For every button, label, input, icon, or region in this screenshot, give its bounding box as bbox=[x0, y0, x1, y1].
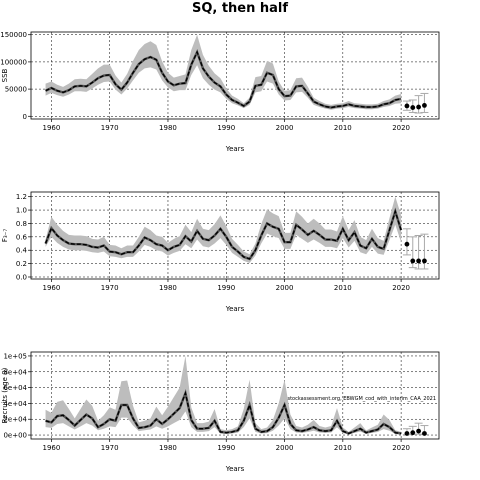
y-tick-label: 4e+04 bbox=[3, 400, 27, 408]
estimate-line bbox=[45, 50, 402, 109]
ci-band bbox=[45, 355, 402, 435]
y-tick-label: 1.2 bbox=[16, 193, 27, 201]
ci-band bbox=[45, 196, 402, 263]
projection-point bbox=[416, 258, 421, 264]
x-tick-label: 1970 bbox=[101, 124, 119, 132]
y-tick-label: 1e+05 bbox=[3, 352, 27, 360]
x-tick-label: 1970 bbox=[101, 444, 119, 452]
estimate-line bbox=[44, 209, 402, 260]
y-axis-label: F₃₋₇ bbox=[1, 229, 9, 243]
projection-point bbox=[404, 431, 410, 436]
projection-point bbox=[404, 241, 410, 247]
projection bbox=[402, 92, 429, 114]
x-tick-label: 2000 bbox=[276, 444, 294, 452]
x-tick-label: 2020 bbox=[392, 444, 410, 452]
x-tick-label: 1960 bbox=[42, 124, 60, 132]
figure-title: SQ, then half bbox=[192, 1, 288, 16]
plot-frame bbox=[30, 191, 440, 280]
y-tick-label: 0e+00 bbox=[3, 432, 27, 440]
x-tick-label: 1990 bbox=[217, 284, 235, 292]
x-tick-label: 2010 bbox=[334, 444, 352, 452]
projection bbox=[402, 228, 429, 270]
confidence-band bbox=[45, 355, 402, 435]
x-axis-label: Years bbox=[225, 305, 245, 313]
y-tick-label: 0.8 bbox=[16, 220, 27, 228]
panel-recruits: 1960 1970 1980 1990 2000 2010 2020 0e+00 2e+04 4e… bbox=[1, 351, 440, 473]
series bbox=[45, 48, 402, 109]
projection bbox=[402, 422, 429, 436]
grid bbox=[31, 32, 439, 119]
y-tick-label: 100000 bbox=[0, 58, 27, 66]
x-tick-label: 1960 bbox=[42, 284, 60, 292]
ci-band bbox=[45, 34, 402, 110]
x-tick-label: 2020 bbox=[392, 124, 410, 132]
y-tick-label: 8e+04 bbox=[3, 368, 27, 376]
y-tick-label: 6e+04 bbox=[3, 384, 27, 392]
projection-point bbox=[422, 103, 427, 108]
axis-ticks: 1960 1970 1980 1990 2000 2010 2020 0 50000 100000… bbox=[0, 31, 410, 132]
y-tick-label: 0.0 bbox=[16, 273, 27, 281]
y-tick-label: 0.4 bbox=[16, 247, 28, 255]
y-axis-label: Recruits (age 0) bbox=[1, 367, 9, 423]
x-tick-label: 2010 bbox=[334, 124, 352, 132]
projection-point bbox=[410, 105, 416, 110]
x-tick-label: 1970 bbox=[101, 284, 119, 292]
projection-point bbox=[422, 258, 427, 264]
projection-point bbox=[404, 103, 410, 109]
confidence-band bbox=[45, 34, 402, 110]
x-tick-label: 2000 bbox=[276, 284, 294, 292]
plot-frame bbox=[30, 351, 440, 440]
x-tick-label: 2000 bbox=[276, 124, 294, 132]
x-tick-label: 1980 bbox=[159, 444, 177, 452]
projection-point bbox=[410, 430, 416, 436]
axis-ticks: 1960 1970 1980 1990 2000 2010 2020 0.0 0.2 0.4 0.6… bbox=[16, 193, 410, 292]
panel-fishing-mortality: 1960 1970 1980 1990 2000 2010 2020 0.0 0.2 0.4 0.6… bbox=[1, 191, 440, 313]
x-tick-label: 1990 bbox=[217, 444, 235, 452]
x-tick-label: 1980 bbox=[159, 124, 177, 132]
projection-point bbox=[416, 104, 421, 110]
y-tick-label: 0 bbox=[23, 113, 27, 121]
y-tick-label: 150000 bbox=[0, 31, 27, 39]
y-tick-label: 1.0 bbox=[16, 207, 27, 215]
projection-point bbox=[422, 431, 427, 436]
x-tick-label: 2010 bbox=[334, 284, 352, 292]
x-tick-label: 1980 bbox=[159, 284, 177, 292]
x-axis-label: Years bbox=[225, 145, 245, 153]
series bbox=[44, 207, 403, 261]
plot-frame bbox=[30, 31, 440, 120]
estimate-line-shadow bbox=[45, 388, 402, 435]
y-tick-label: 2e+04 bbox=[3, 416, 27, 424]
series bbox=[45, 388, 402, 435]
axis-ticks: 1960 1970 1980 1990 2000 2010 2020 0e+00 2e+04 4e… bbox=[3, 352, 410, 452]
y-tick-label: 0.2 bbox=[16, 260, 27, 268]
x-tick-label: 1990 bbox=[217, 124, 235, 132]
y-tick-label: 0.6 bbox=[16, 233, 28, 241]
y-tick-label: 50000 bbox=[5, 86, 27, 94]
y-axis-label: SSB bbox=[1, 68, 9, 82]
grid bbox=[31, 352, 439, 439]
x-tick-label: 1960 bbox=[42, 444, 60, 452]
x-tick-label: 2020 bbox=[392, 284, 410, 292]
source-annotation: stockassessment.org, EBWGM_cod_with_inte… bbox=[287, 396, 436, 402]
projection-point bbox=[416, 428, 421, 434]
panel-ssb: 1960 1970 1980 1990 2000 2010 2020 0 50000 100000… bbox=[0, 31, 440, 153]
projection-point bbox=[410, 258, 416, 264]
grid bbox=[31, 192, 439, 279]
x-axis-label: Years bbox=[225, 465, 245, 473]
confidence-band bbox=[45, 196, 402, 263]
